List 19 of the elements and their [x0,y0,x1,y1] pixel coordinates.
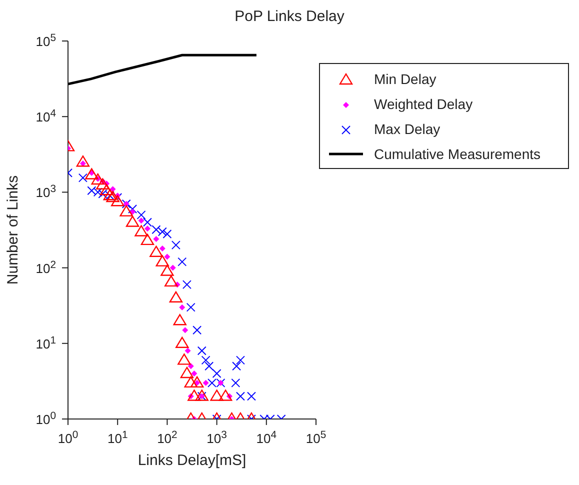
y-tick-label: 10$^{5}$ [36,32,56,49]
chart-title: PoP Links Delay [234,8,346,25]
y-tick-label: 10$^{2}$ [36,259,56,276]
legend-label: Cumulative Measurements [374,146,541,162]
x-tick-label: 10$^{5}$ [306,430,326,446]
legend-label: Min Delay [374,70,436,86]
legend-label: Max Delay [374,120,440,136]
x-tick-label: 10$^{4}$ [256,430,277,446]
x-tick-label: 10$^{2}$ [157,430,178,446]
x-tick-label: 10$^{3}$ [206,430,228,446]
x-axis-title: Links Delay[mS] [138,452,246,469]
x-tick-label: 10$^{0}$ [58,430,78,446]
y-tick-label: 10$^{3}$ [36,184,56,200]
legend-label: Weighted Delay [374,96,473,112]
y-tick-label: 10$^{0}$ [36,410,56,427]
y-axis-title: Number of Links [4,175,22,285]
x-tick-label: 10$^{1}$ [107,430,128,446]
y-tick-label: 10$^{1}$ [36,334,56,352]
y-tick-label: 10$^{4}$ [36,108,56,125]
